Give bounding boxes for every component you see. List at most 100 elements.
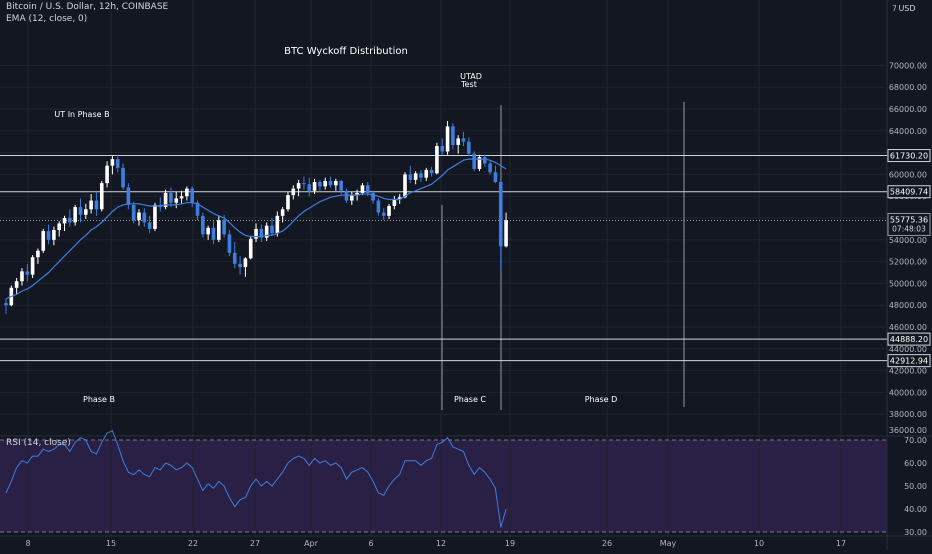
level-label: 61730.20	[890, 152, 928, 161]
candle-body	[227, 234, 232, 253]
annotation-ut-phase-b: UT In Phase B	[54, 110, 109, 119]
annotation-phase-c: Phase C	[454, 395, 486, 404]
candle-body	[318, 182, 322, 187]
candle-body	[169, 192, 173, 203]
candle-body	[78, 207, 83, 215]
x-tick-label: 15	[106, 539, 116, 548]
candle-body	[350, 195, 354, 201]
candle-body	[115, 159, 120, 168]
level-badge	[887, 149, 931, 163]
candle-body	[94, 200, 99, 210]
candle-body	[25, 271, 30, 275]
candle-body	[190, 188, 194, 203]
y-tick-label: 54000.00	[889, 236, 927, 245]
rsi-line	[5, 430, 507, 528]
candle-body	[254, 228, 258, 239]
x-tick-label: 22	[188, 539, 198, 548]
candle-body	[36, 250, 40, 258]
annotation-test: Test	[460, 80, 477, 89]
candle-body	[195, 202, 200, 216]
candle-body	[121, 167, 125, 188]
level-badge	[887, 185, 931, 199]
currency-label: USD	[898, 4, 915, 13]
candle-body	[403, 174, 407, 198]
candle-body	[408, 174, 413, 180]
candle-body	[483, 156, 487, 164]
y-tick-label: 70000.00	[889, 61, 927, 70]
candle-body	[163, 192, 168, 208]
candle-body	[147, 222, 152, 229]
candle-body	[14, 281, 19, 288]
x-tick-label: 8	[25, 539, 30, 548]
y-tick-label: 38000.00	[889, 410, 927, 419]
y-tick-label: 42000.00	[889, 367, 927, 376]
price-badge	[887, 212, 931, 236]
candle-body	[217, 220, 221, 240]
annotation-utad: UTAD	[460, 72, 482, 81]
y-tick-label: 60000.00	[889, 170, 927, 179]
y-tick-label: 64000.00	[889, 127, 927, 136]
candle-body	[360, 185, 365, 193]
ema-legend[interactable]: EMA (12, close, 0)	[6, 14, 88, 24]
candle-body	[397, 197, 402, 200]
candle-body	[201, 215, 205, 235]
x-tick-label: 6	[368, 539, 373, 548]
candle-body	[451, 126, 455, 145]
candle-body	[302, 183, 306, 185]
candle-body	[387, 206, 391, 216]
currency-badge	[896, 3, 918, 14]
candle-body	[4, 303, 8, 306]
x-tick-label: Apr	[304, 539, 319, 548]
x-tick-label: 27	[250, 539, 260, 548]
candle-body	[355, 192, 359, 196]
x-tick-label: 10	[754, 539, 764, 548]
rsi-band	[0, 440, 887, 532]
y-tick-label: 44000.00	[889, 345, 927, 354]
y-tick-label: 50000.00	[889, 279, 927, 288]
candle-body	[46, 231, 51, 240]
y-tick-label: 66000.00	[889, 105, 927, 114]
candle-body	[445, 126, 450, 152]
rsi-legend[interactable]: RSI (14, close)	[6, 438, 71, 448]
ema-line	[5, 158, 507, 300]
candle-body	[248, 238, 253, 259]
candle-body	[440, 146, 445, 152]
candle-body	[68, 218, 72, 223]
candle-body	[477, 156, 482, 169]
candle-body	[493, 172, 498, 183]
level-badge	[887, 332, 931, 346]
candle-body	[456, 138, 460, 145]
candle-body	[307, 184, 312, 191]
annotation-phase-b: Phase B	[83, 395, 115, 404]
candle-body	[392, 199, 397, 207]
level-badge	[887, 354, 931, 368]
candle-body	[73, 207, 77, 223]
x-tick-label: 17	[836, 539, 846, 548]
y-tick-label: 68000.00	[889, 83, 927, 92]
chart-title: BTC Wyckoff Distribution	[284, 46, 408, 57]
rsi-tick-label: 60.00	[904, 459, 927, 468]
candle-body	[498, 182, 503, 247]
y-tick-label: 40000.00	[889, 388, 927, 397]
candle-body	[131, 204, 136, 221]
x-tick-label: May	[660, 539, 677, 548]
candle-body	[99, 183, 104, 210]
x-tick-label: 26	[602, 539, 612, 548]
candle-body	[461, 138, 466, 142]
price-badge-countdown: 07:48:03	[892, 224, 926, 233]
candle-body	[41, 231, 46, 251]
candle-body	[62, 218, 67, 224]
candle-body	[89, 200, 93, 210]
rsi-tick-label: 40.00	[904, 505, 927, 514]
candle-body	[467, 141, 471, 154]
y-tick-label: 52000.00	[889, 258, 927, 267]
symbol-legend[interactable]: Bitcoin / U.S. Dollar, 12h, COINBASE	[6, 2, 169, 12]
y-tick-label: 48000.00	[889, 301, 927, 310]
level-label: 44888.20	[890, 335, 928, 344]
candle-body	[259, 228, 264, 238]
candle-body	[238, 263, 242, 268]
y-tick-label: 36000.00	[889, 426, 927, 435]
rsi-tick-label: 70.00	[904, 436, 927, 445]
candle-body	[264, 225, 269, 238]
price-badge-value: 55775.36	[890, 215, 928, 224]
